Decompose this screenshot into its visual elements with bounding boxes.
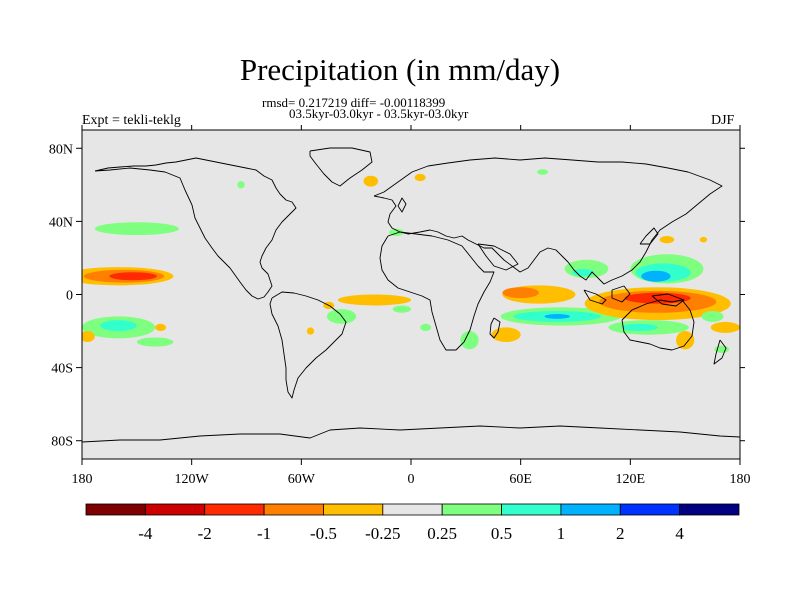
anomaly-n-pacific-wet (94, 222, 179, 236)
anomaly-w-pacific-wet-core (641, 270, 671, 282)
colorbar-swatch (501, 503, 562, 516)
anomaly-s-atlantic-dry (306, 327, 315, 335)
anomaly-s-pacific-wet-core (100, 320, 137, 332)
colorbar-label: 2 (616, 524, 625, 543)
coast-new-guinea (651, 293, 685, 307)
anomaly-sw-pacific-wet-core (621, 323, 658, 332)
coast-madagascar (489, 317, 501, 339)
anomaly-aus-dry (676, 331, 695, 350)
anomaly-guinea-wet (392, 305, 411, 313)
anomaly-russia-wet (537, 169, 549, 175)
colorbar-label: -0.25 (365, 524, 400, 543)
colorbar-swatch (85, 503, 146, 516)
coast-indonesia (583, 289, 607, 305)
y-tick-label: 80S (51, 435, 73, 450)
anomaly-dateline-dry (710, 321, 740, 333)
anomaly-canada-wet (237, 181, 245, 189)
y-tick-label: 40S (51, 362, 73, 377)
y-tick-label: 80N (49, 142, 73, 157)
anomaly-w-indian-dry-core (502, 287, 539, 299)
y-tick-label: 0 (66, 289, 73, 304)
x-tick-label: 60W (288, 472, 316, 487)
coastlines (82, 147, 740, 443)
anomaly-ne-aus-wet (701, 310, 724, 322)
coast-japan (639, 227, 659, 245)
map-title: Precipitation (in mm/day) (239, 52, 561, 87)
colorbar-swatch (441, 503, 502, 516)
x-tick-label: 120E (616, 472, 646, 487)
colorbar-label: -0.5 (310, 524, 337, 543)
coast-arabia (477, 243, 519, 271)
colorbar-swatch (263, 503, 324, 516)
colorbar-label: -1 (257, 524, 271, 543)
experiment-label: Expt = tekli-teklg (82, 113, 181, 128)
coast-south-america (269, 291, 347, 399)
colorbar-label: -4 (138, 524, 153, 543)
stats-line: rmsd= 0.217219 diff= -0.00118399 (262, 95, 446, 110)
x-tick-label: 180 (72, 472, 93, 487)
anomaly-n-pacific-dry-e (699, 236, 708, 243)
anomaly-japan-dry (659, 236, 675, 244)
colorbar-swatch (204, 503, 265, 516)
colorbar-swatch (679, 503, 740, 516)
x-tick-label: 0 (408, 472, 415, 487)
anomaly-amazon-dry-band (337, 294, 412, 306)
anomaly-s-pacific-dry-east (155, 323, 167, 332)
anomaly-madagascar-dry (491, 327, 521, 343)
colorbar: -4 -2 -1 -0.5 -0.25 0.25 0.5 1 2 4 (85, 503, 740, 543)
coast-uk (397, 197, 407, 213)
season-label: DJF (711, 113, 735, 128)
colorbar-label: 1 (557, 524, 566, 543)
coast-greenland (309, 147, 373, 187)
colorbar-label: 4 (675, 524, 684, 543)
x-tick-label: 180 (730, 472, 751, 487)
anomaly-s-pacific-dry-west (82, 331, 95, 343)
colorbar-swatch (560, 503, 621, 516)
anomaly-maritime-dry-core (624, 292, 691, 304)
colorbar-label: 0.5 (491, 524, 512, 543)
axis-ticks: 180 120W 60W 0 60E 120E 180 80N 40N 0 40S 80S (49, 125, 751, 487)
coast-new-zealand (713, 339, 727, 365)
colorbar-swatch (323, 503, 384, 516)
anomaly-greenland-dry (363, 175, 379, 187)
y-tick-label: 40N (49, 215, 73, 230)
anomaly-indian-wet-core (544, 314, 571, 319)
x-tick-label: 60E (509, 472, 532, 487)
colorbar-swatch (144, 503, 206, 516)
x-tick-label: 120W (175, 472, 210, 487)
coast-borneo (611, 285, 631, 303)
anomaly-nordic-dry (414, 173, 426, 182)
colorbar-swatch (382, 503, 443, 516)
coast-north-america (94, 157, 297, 300)
colorbar-label: 0.25 (427, 524, 457, 543)
coast-europe-asia (373, 157, 723, 285)
colorbar-swatch (619, 503, 681, 516)
anomaly-s-pacific-wet-tail (136, 337, 174, 347)
colorbar-label: -2 (198, 524, 212, 543)
anomaly-s-africa-wet (460, 331, 479, 350)
coast-antarctica (82, 425, 740, 443)
anomaly-s-atlantic-wet (420, 323, 432, 332)
anomaly-n-pacific-dry-core (109, 272, 157, 281)
anomaly-bay-wet-core (571, 268, 594, 277)
coast-africa (379, 231, 495, 351)
period-line: 03.5kyr-03.0kyr - 03.5kyr-03.0kyr (289, 106, 469, 121)
coast-australia (621, 299, 695, 351)
